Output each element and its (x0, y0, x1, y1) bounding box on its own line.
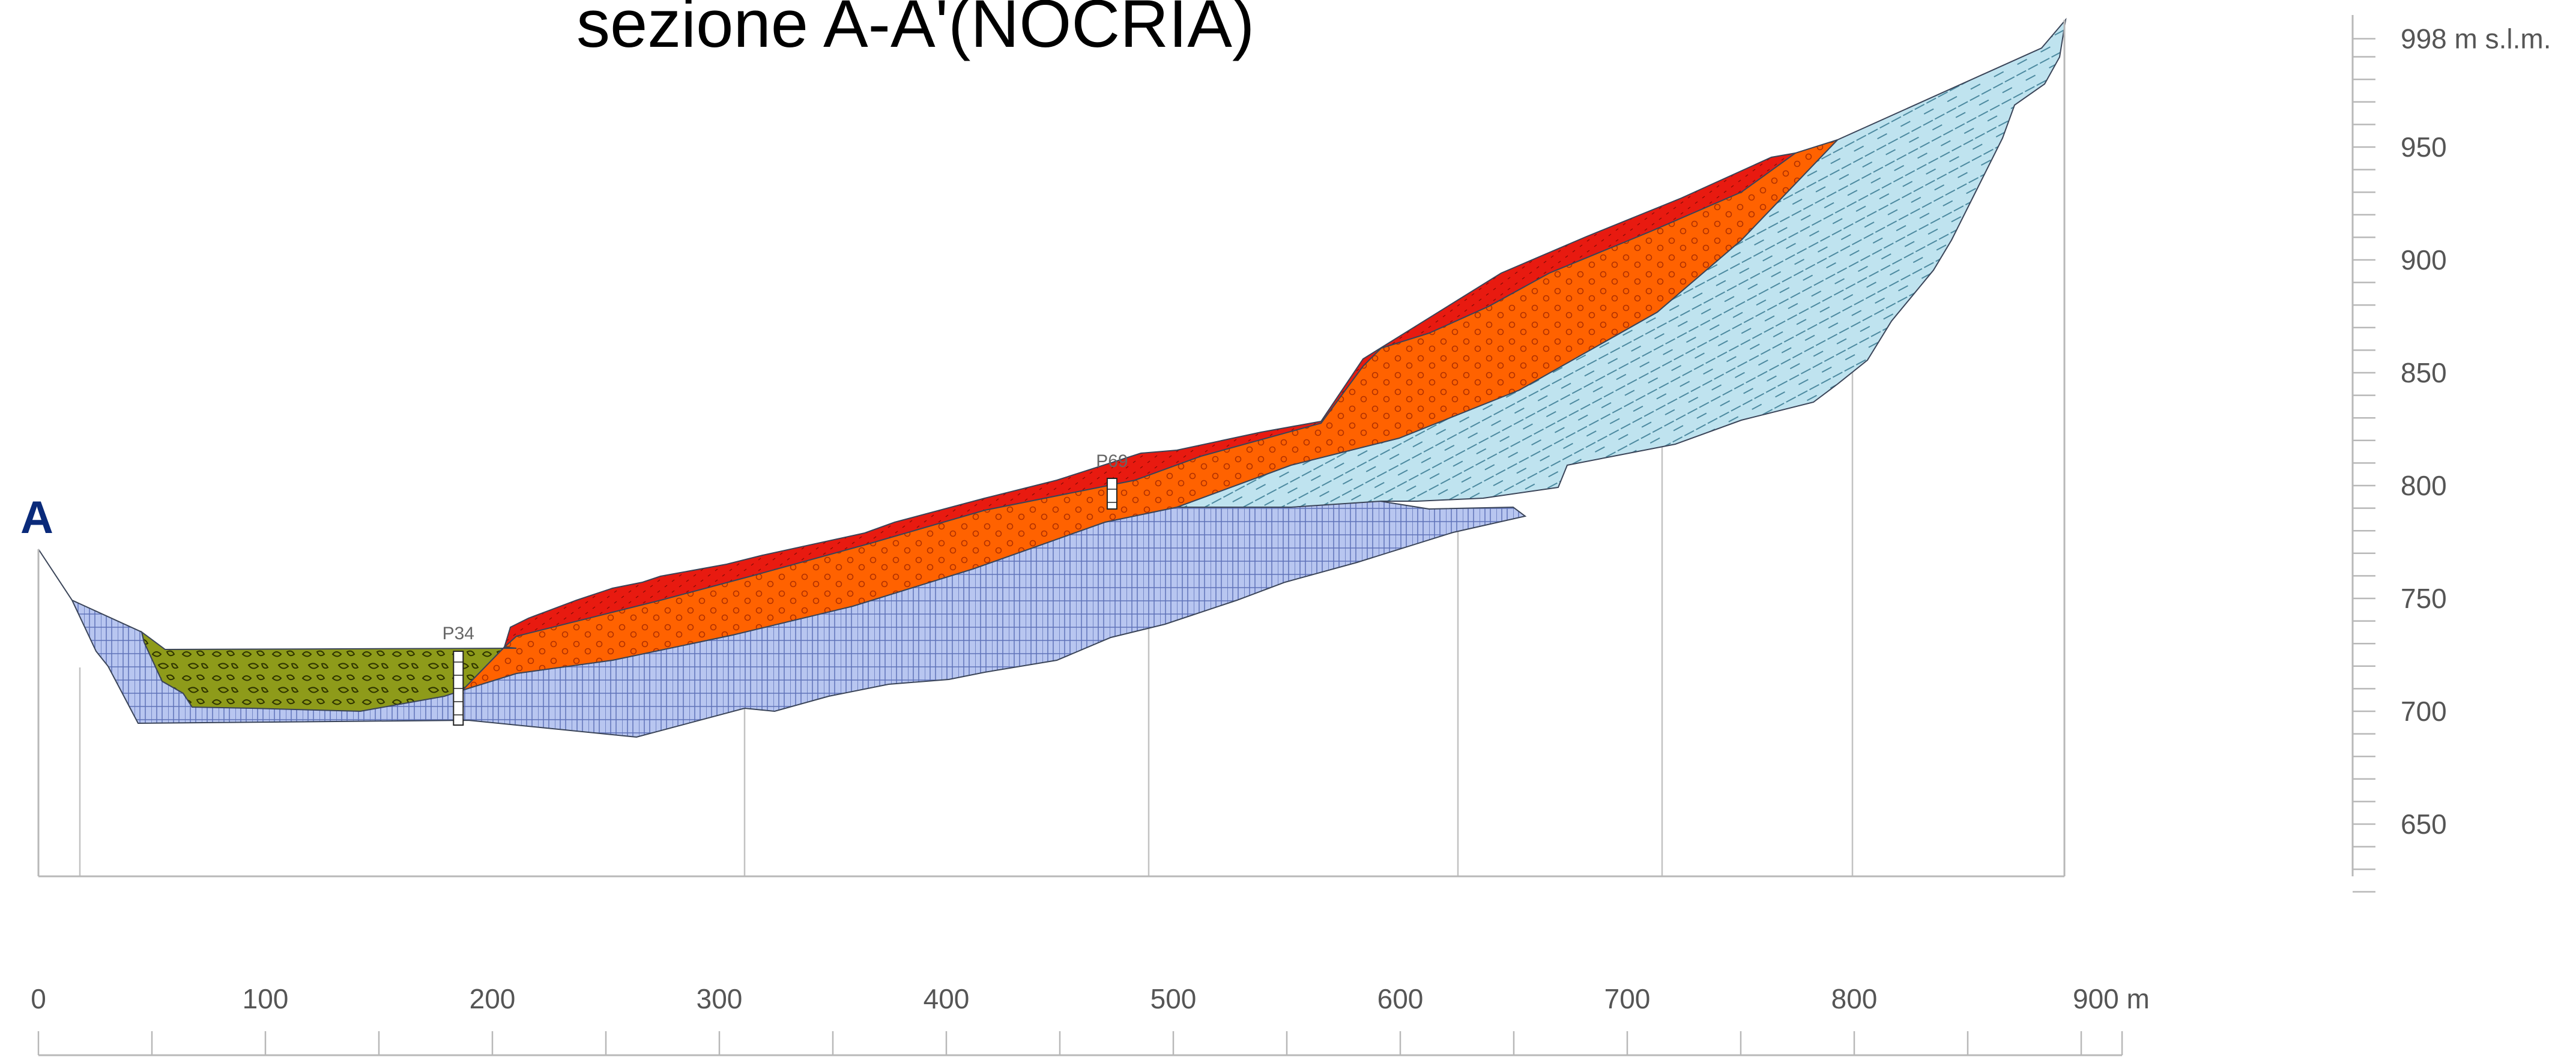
x-tick-label: 400 (924, 983, 970, 1014)
x-tick-label: 100 (243, 983, 289, 1014)
section-end-label: A (20, 492, 53, 543)
x-tick-label: 500 (1150, 983, 1197, 1014)
y-tick-label: 998 m s.l.m. (2401, 23, 2551, 55)
y-tick-label: 700 (2401, 696, 2447, 727)
borehole-column (1106, 478, 1117, 510)
red-colluvial-layer (503, 152, 1796, 649)
x-tick-label: 900 m (2073, 983, 2150, 1014)
page-title: sezione A-A'(NOCRIA) (576, 0, 1254, 61)
alluvial-deposit-layer (141, 630, 517, 712)
x-tick-label: 700 (1604, 983, 1651, 1014)
y-tick-label: 750 (2401, 583, 2447, 614)
y-tick-label: 800 (2401, 470, 2447, 501)
y-tick-label: 950 (2401, 131, 2447, 163)
elevation-scale-bar: 650 700 750 800 850 900 950 998 m s.l.m. (2351, 15, 2551, 893)
x-tick-label: 200 (470, 983, 516, 1014)
x-tick-label: 300 (697, 983, 743, 1014)
y-tick-label: 900 (2401, 244, 2447, 276)
x-tick-label: 0 (31, 983, 46, 1014)
horizontal-scale-bar: 0 100 200 300 400 500 600 700 800 900 m (31, 983, 2150, 1056)
y-tick-label: 650 (2401, 809, 2447, 840)
section-frame (37, 20, 2066, 878)
borehole-label: P34 (443, 624, 474, 643)
stratigraphic-layers (38, 17, 2067, 738)
boreholes: P34 P69 (443, 451, 1128, 726)
borehole-label: P69 (1096, 451, 1128, 471)
x-tick-label: 600 (1377, 983, 1424, 1014)
vertical-gridlines (79, 336, 1854, 876)
x-tick-label: 800 (1831, 983, 1878, 1014)
y-tick-label: 850 (2401, 357, 2447, 388)
